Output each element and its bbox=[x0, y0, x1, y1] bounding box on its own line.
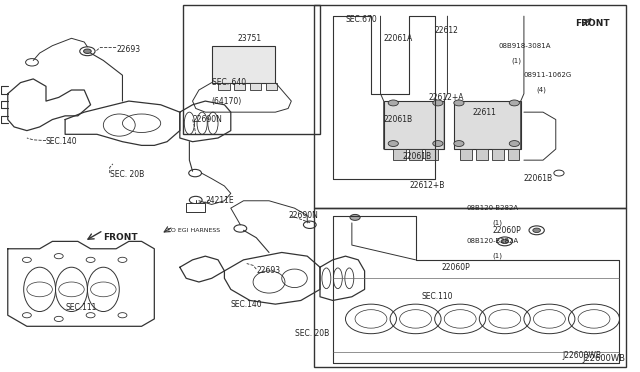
Text: 22060P: 22060P bbox=[492, 226, 521, 235]
Bar bbox=[212, 46, 275, 83]
Text: 08B918-3081A: 08B918-3081A bbox=[499, 43, 551, 49]
Text: (1): (1) bbox=[511, 57, 521, 64]
Text: 22693: 22693 bbox=[116, 45, 140, 54]
Text: SEC. 640: SEC. 640 bbox=[212, 78, 246, 87]
Text: 08B120-B282A: 08B120-B282A bbox=[467, 238, 518, 244]
Circle shape bbox=[501, 239, 509, 244]
Text: SEC.140: SEC.140 bbox=[231, 300, 262, 309]
Bar bbox=[218, 83, 230, 90]
Text: TO EGI HARNESS: TO EGI HARNESS bbox=[167, 228, 220, 233]
Circle shape bbox=[433, 141, 443, 147]
Text: 08B120-B282A: 08B120-B282A bbox=[467, 205, 518, 211]
Circle shape bbox=[388, 100, 398, 106]
Text: FRONT: FRONT bbox=[575, 19, 609, 28]
Bar bbox=[409, 149, 422, 160]
Circle shape bbox=[533, 228, 540, 232]
Bar bbox=[250, 83, 261, 90]
Text: FRONT: FRONT bbox=[103, 233, 138, 242]
Text: 22690N: 22690N bbox=[288, 211, 318, 220]
Text: SEC.140: SEC.140 bbox=[46, 137, 77, 146]
Text: 22612+B: 22612+B bbox=[409, 182, 445, 190]
Text: (1): (1) bbox=[492, 253, 502, 259]
Bar bbox=[492, 149, 504, 160]
Text: J22600WB: J22600WB bbox=[583, 354, 626, 363]
Circle shape bbox=[454, 141, 464, 147]
Text: (1): (1) bbox=[492, 220, 502, 226]
Text: 23751: 23751 bbox=[237, 34, 261, 43]
Text: SEC.670: SEC.670 bbox=[346, 15, 377, 24]
Text: 22060P: 22060P bbox=[441, 263, 470, 272]
Bar bbox=[454, 101, 521, 149]
Circle shape bbox=[509, 141, 520, 147]
Circle shape bbox=[84, 49, 92, 54]
Bar bbox=[425, 149, 438, 160]
Text: 22693: 22693 bbox=[256, 266, 280, 275]
Bar bbox=[186, 203, 205, 212]
Text: SEC.111: SEC.111 bbox=[65, 303, 97, 312]
Text: 22061B: 22061B bbox=[403, 152, 432, 161]
Circle shape bbox=[388, 141, 398, 147]
Text: 22612+A: 22612+A bbox=[428, 93, 464, 102]
Bar bbox=[314, 5, 626, 208]
Text: J22600WB: J22600WB bbox=[562, 351, 601, 360]
Text: SEC. 20B: SEC. 20B bbox=[294, 329, 329, 338]
Text: SEC.110: SEC.110 bbox=[422, 292, 454, 301]
Text: 22061A: 22061A bbox=[384, 34, 413, 43]
Bar bbox=[384, 101, 444, 149]
Bar bbox=[460, 149, 472, 160]
Text: 24211E: 24211E bbox=[205, 196, 234, 205]
Text: 22061B: 22061B bbox=[384, 115, 413, 124]
Bar bbox=[183, 5, 320, 134]
Circle shape bbox=[509, 100, 520, 106]
Text: (4): (4) bbox=[537, 87, 547, 93]
Bar bbox=[314, 208, 626, 367]
Text: 22611: 22611 bbox=[473, 108, 497, 117]
Bar bbox=[508, 149, 520, 160]
Circle shape bbox=[433, 100, 443, 106]
Bar bbox=[476, 149, 488, 160]
Text: (64170): (64170) bbox=[212, 97, 242, 106]
Circle shape bbox=[454, 100, 464, 106]
Circle shape bbox=[350, 214, 360, 220]
Bar bbox=[234, 83, 246, 90]
Text: 22612: 22612 bbox=[435, 26, 459, 35]
Text: SEC. 20B: SEC. 20B bbox=[109, 170, 144, 179]
Text: 08911-1062G: 08911-1062G bbox=[524, 72, 572, 78]
Text: 22690N: 22690N bbox=[193, 115, 223, 124]
Bar bbox=[266, 83, 277, 90]
Text: 22061B: 22061B bbox=[524, 174, 553, 183]
Bar bbox=[394, 149, 406, 160]
